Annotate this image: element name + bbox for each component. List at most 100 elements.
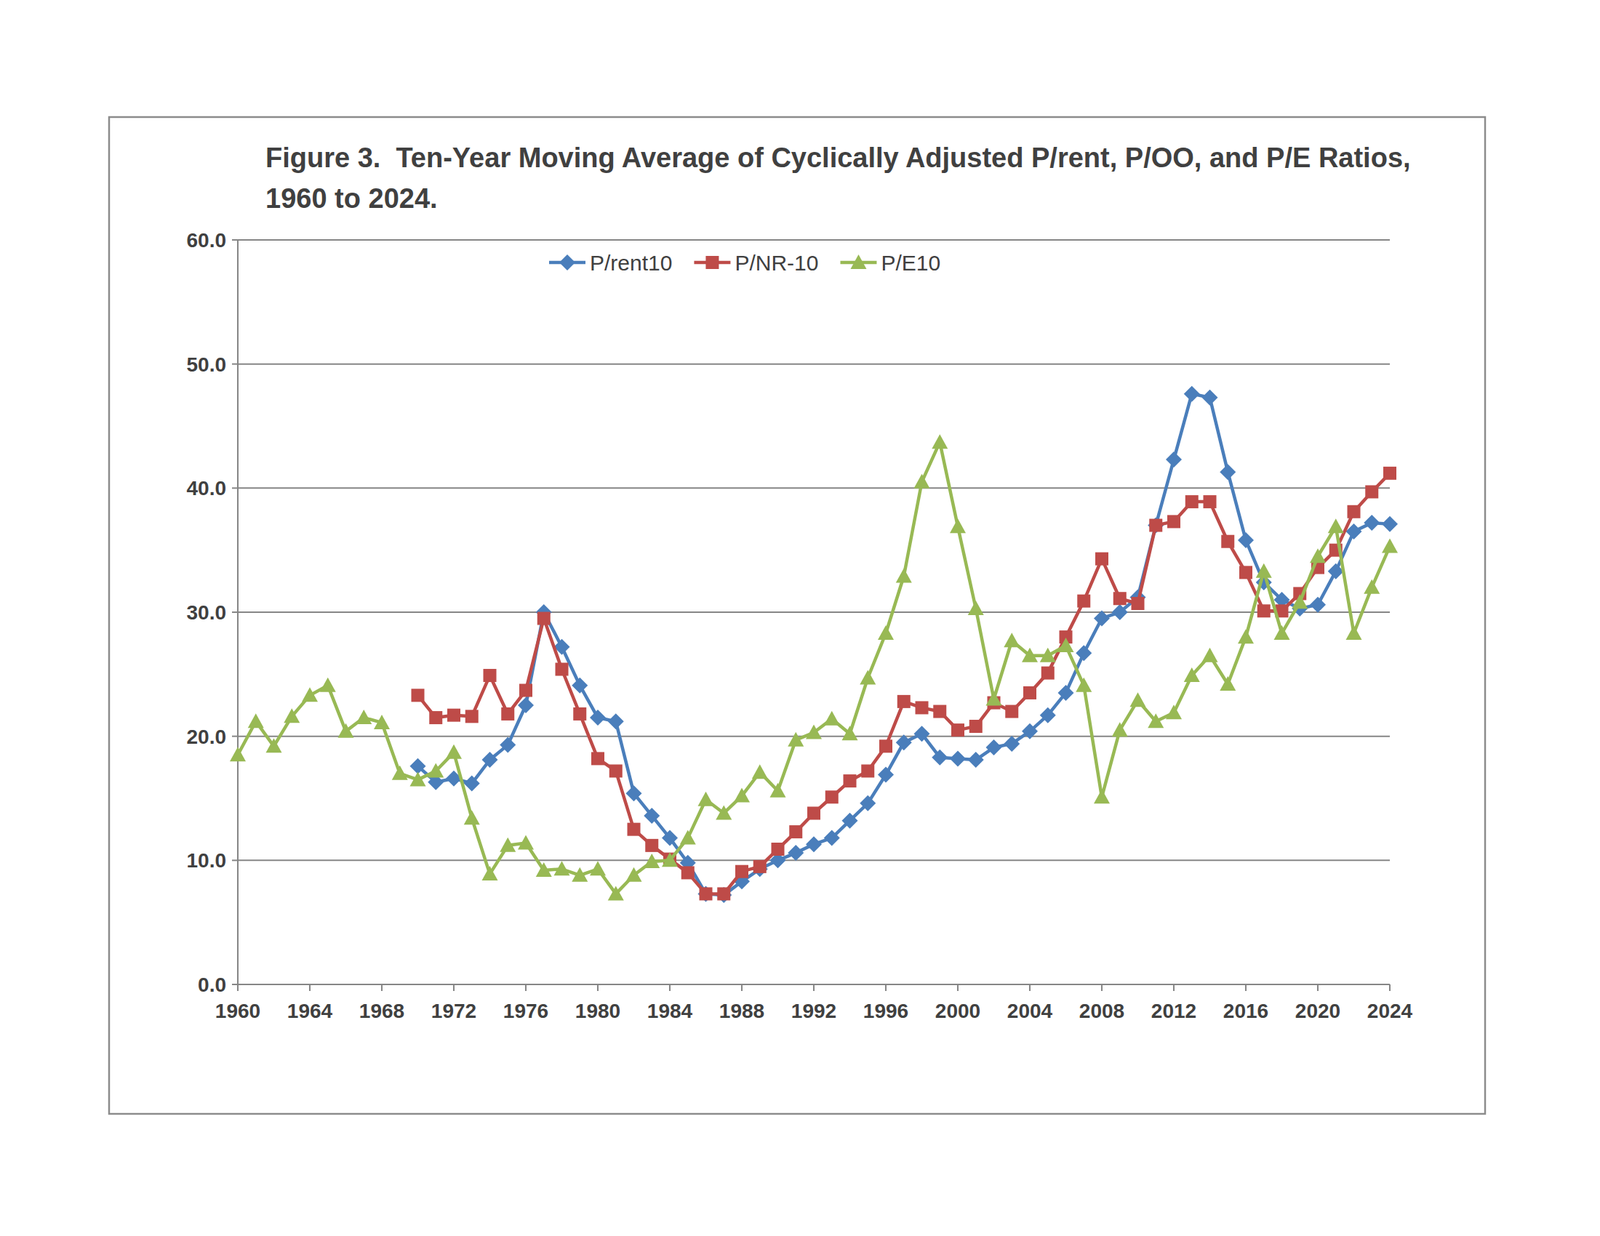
legend-label: P/NR-10 [734,250,819,275]
point-marker [464,810,480,825]
point-marker [699,887,713,901]
point-marker [859,795,876,812]
x-tick [381,984,383,992]
point-marker [861,764,875,778]
point-marker [1381,516,1398,533]
point-marker [859,669,876,685]
point-marker [1256,563,1272,579]
point-marker [1328,518,1344,534]
point-marker [320,677,336,693]
chart-frame [109,117,1486,1115]
point-marker [1257,604,1271,618]
point-marker [715,805,732,820]
y-tick [232,487,238,489]
point-marker [1021,723,1038,740]
x-tick-label: 1964 [287,1000,334,1023]
y-tick [232,239,238,241]
point-marker [1346,625,1363,640]
point-marker [1347,505,1361,519]
point-marker [571,677,588,694]
point-marker [411,688,425,702]
point-marker [1202,389,1219,406]
point-marker [1203,495,1217,509]
point-marker [1130,692,1147,707]
point-marker [643,808,660,824]
y-tick-label: 30.0 [186,601,227,624]
point-marker [355,709,372,725]
point-marker [735,865,749,879]
point-marker [879,739,893,753]
point-marker [609,764,623,778]
point-marker [1113,592,1127,606]
point-marker [1075,645,1092,662]
point-marker [643,853,660,869]
x-tick [525,984,527,992]
title-line: 1960 to 2024. [265,183,438,214]
y-tick [232,611,238,614]
grid-line [237,239,1390,241]
point-marker [877,767,894,784]
point-marker [1383,466,1397,480]
x-tick-label: 1968 [359,1000,405,1023]
point-marker [1237,532,1254,549]
point-marker [482,752,499,768]
point-marker [1365,485,1379,499]
grid-line [237,363,1390,366]
point-marker [626,785,643,802]
point-marker [752,764,768,779]
x-tick-label: 2016 [1223,1000,1269,1023]
grid-line [237,611,1390,614]
point-marker [698,885,715,902]
x-tick-label: 2020 [1295,1000,1341,1023]
point-marker [301,687,318,702]
point-marker [1003,736,1020,752]
y-tick-label: 10.0 [186,849,227,872]
point-marker [986,690,1003,706]
series-line [418,473,1391,895]
point-marker [482,866,499,881]
x-tick-label: 1960 [215,1000,261,1023]
point-marker [1363,514,1380,531]
x-tick [669,984,671,992]
point-marker [1239,565,1253,579]
point-marker [1147,517,1164,534]
x-tick-label: 1972 [431,1000,477,1023]
point-marker [645,839,659,853]
point-marker [789,825,803,839]
point-marker [1003,632,1020,648]
point-marker [571,867,588,883]
point-marker [787,845,804,862]
point-marker [933,705,947,719]
point-marker [1058,637,1075,653]
point-marker [1093,610,1110,627]
point-marker [483,669,497,683]
point-marker [1237,629,1254,644]
point-marker [1147,713,1164,728]
y-tick [232,363,238,366]
point-marker [824,830,840,847]
point-marker [896,568,912,584]
point-marker [266,738,283,753]
x-tick-label: 1980 [575,1000,621,1023]
point-marker [608,713,624,730]
series-0 [410,386,1399,904]
point-marker [825,790,839,804]
point-marker [824,711,840,726]
point-marker [897,695,911,709]
point-marker [392,765,408,781]
point-marker [627,823,641,837]
y-tick-label: 50.0 [186,353,227,376]
point-marker [626,867,643,883]
x-tick [741,984,743,992]
point-marker [1184,667,1200,683]
point-marker [1112,722,1128,737]
point-marker [931,749,948,766]
x-tick [1101,984,1103,992]
point-marker [661,830,678,847]
x-tick-label: 2004 [1007,1000,1054,1023]
point-marker [1184,386,1200,403]
point-marker [1149,519,1163,533]
point-marker [717,887,731,901]
point-marker [1185,495,1199,509]
x-tick-label: 1984 [647,1000,694,1023]
